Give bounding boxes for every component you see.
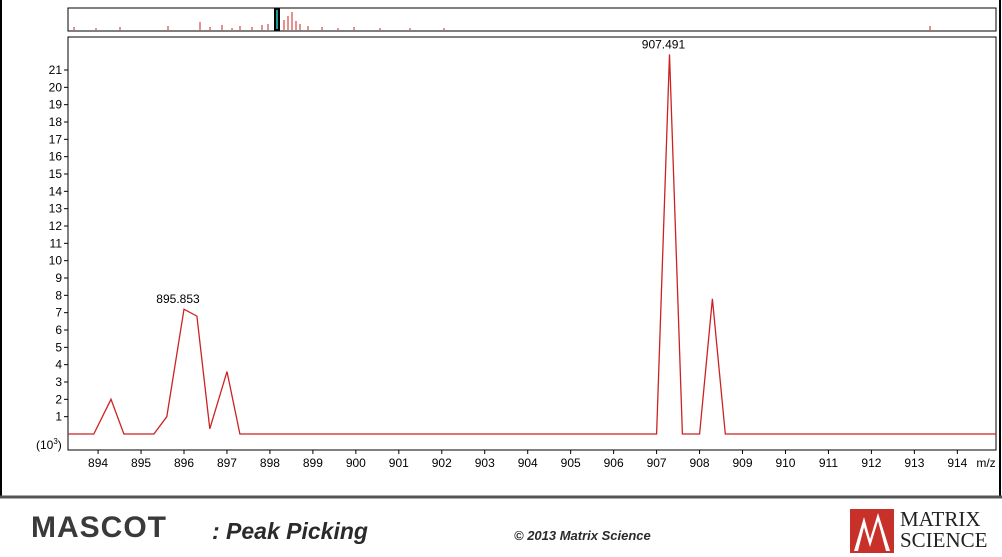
svg-text:(103): (103) — [36, 437, 62, 452]
matrix-science-logo: MATRIX SCIENCE — [850, 509, 1000, 553]
y-tick-label: 18 — [49, 115, 63, 129]
x-tick-label: 894 — [88, 456, 108, 470]
x-tick-label: 906 — [604, 456, 624, 470]
x-tick-label: 914 — [947, 456, 967, 470]
peak-label: 907.491 — [642, 37, 686, 51]
x-tick-label: 899 — [303, 456, 323, 470]
x-tick-label: 911 — [819, 456, 838, 470]
y-tick-label: 4 — [55, 358, 62, 372]
y-tick-label: 16 — [49, 150, 63, 164]
x-tick-label: 897 — [217, 456, 237, 470]
x-tick-label: 908 — [690, 456, 710, 470]
y-tick-label: 7 — [55, 306, 62, 320]
x-tick-label: 909 — [733, 456, 753, 470]
y-tick-label: 11 — [50, 236, 63, 250]
y-tick-label: 14 — [49, 184, 63, 198]
y-tick-label: 1 — [55, 410, 62, 424]
x-tick-label: 902 — [432, 456, 452, 470]
x-tick-label: 895 — [131, 456, 151, 470]
y-tick-label: 19 — [49, 98, 63, 112]
y-tick-label: 3 — [55, 375, 62, 389]
y-tick-label: 20 — [49, 80, 63, 94]
x-tick-label: 903 — [475, 456, 495, 470]
x-tick-label: 904 — [518, 456, 538, 470]
y-tick-label: 15 — [49, 167, 63, 181]
x-axis-label: m/z — [976, 456, 995, 470]
y-tick-label: 21 — [49, 63, 63, 77]
logo-line-2: SCIENCE — [900, 528, 988, 552]
y-tick-label: 2 — [55, 392, 62, 406]
plot-area[interactable] — [67, 36, 997, 451]
series-layer — [68, 54, 996, 435]
y-tick-label: 13 — [49, 202, 63, 216]
peak-label: 895.853 — [156, 292, 200, 306]
spectrum-line — [68, 54, 996, 435]
product-name: MASCOT — [31, 511, 167, 544]
x-tick-label: 900 — [346, 456, 366, 470]
logo-mark-icon — [850, 509, 894, 553]
x-tick-label: 907 — [647, 456, 667, 470]
x-tick-label: 910 — [775, 456, 795, 470]
logo-line-1: MATRIX — [900, 507, 981, 531]
x-axis: 894 895 896 897 898 899 900 901 902 903 904 905 906 9… — [88, 450, 996, 470]
slide-subtitle: : Peak Picking — [212, 518, 368, 544]
y-tick-label: 8 — [55, 288, 62, 302]
y-tick-label: 5 — [55, 340, 62, 354]
overview-strip[interactable] — [67, 7, 997, 32]
y-tick-label: 10 — [49, 254, 63, 268]
y-unit-label: (103) — [36, 437, 62, 452]
y-tick-label: 17 — [49, 132, 63, 146]
x-tick-label: 901 — [389, 456, 409, 470]
overview-peaks — [73, 12, 931, 30]
copyright: © 2013 Matrix Science — [514, 528, 651, 543]
x-tick-label: 898 — [260, 456, 280, 470]
overview-window-inner — [276, 10, 278, 29]
x-tick-label: 905 — [561, 456, 581, 470]
x-tick-label: 912 — [861, 456, 881, 470]
y-tick-label: 12 — [49, 219, 63, 233]
x-tick-label: 913 — [904, 456, 924, 470]
annotations: 895.853 907.491 — [156, 37, 685, 306]
x-tick-label: 896 — [174, 456, 194, 470]
y-tick-label: 9 — [55, 271, 62, 285]
y-tick-label: 6 — [55, 323, 62, 337]
